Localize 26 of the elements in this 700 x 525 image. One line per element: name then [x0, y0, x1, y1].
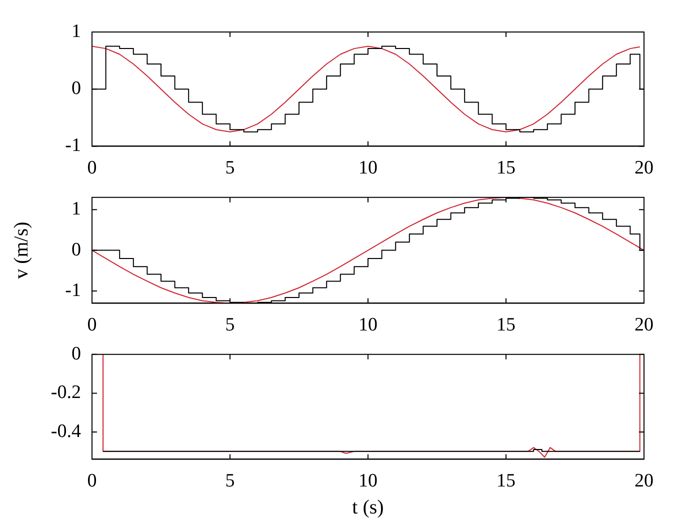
x-tick-label: 20 — [634, 314, 654, 336]
y-tick-label: 0 — [72, 78, 81, 100]
y-tick-label: 1 — [72, 198, 81, 220]
x-tick-label: 10 — [358, 314, 378, 336]
x-tick-label: 15 — [496, 314, 516, 336]
y-tick-label: 1 — [72, 20, 81, 42]
x-tick-label: 5 — [225, 314, 235, 336]
y-tick-label: -1 — [65, 135, 81, 156]
x-tick-label: 0 — [87, 158, 97, 179]
y-tick-label: -1 — [65, 280, 81, 301]
x-tick-label: 10 — [358, 470, 378, 492]
y-tick-label: 0 — [72, 239, 81, 260]
x-tick-label: 5 — [225, 158, 235, 179]
y-tick-label: -0.2 — [50, 382, 81, 404]
x-tick-label: 0 — [87, 470, 97, 492]
y-axis-title: v (m/s) — [10, 222, 32, 279]
x-tick-label: 0 — [87, 314, 97, 336]
x-axis-title: t (s) — [352, 496, 384, 518]
x-tick-label: 20 — [634, 158, 654, 179]
y-tick-label: -0.4 — [50, 421, 82, 442]
x-tick-label: 10 — [358, 158, 378, 179]
x-tick-label: 15 — [496, 158, 516, 179]
y-tick-label: 0 — [72, 343, 81, 364]
x-tick-label: 20 — [634, 470, 654, 492]
x-tick-label: 5 — [225, 470, 235, 492]
x-tick-label: 15 — [496, 470, 516, 492]
